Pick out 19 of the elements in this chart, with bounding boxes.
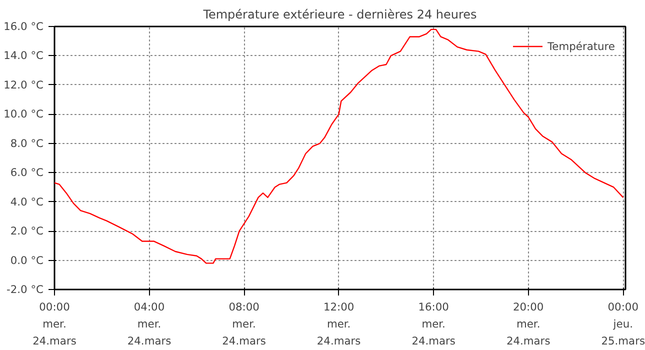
y-tick-label: 10.0 °C [4,108,44,121]
x-tick-label: 04:00 mer. 24.mars [127,300,172,348]
y-tick-label: 8.0 °C [10,136,44,150]
x-tick-label: 16:00 mer. 24.mars [412,300,456,348]
y-tick-label: 16.0 °C [4,20,44,33]
x-tick-label: 20:00 mer. 24.mars [506,300,551,348]
legend-label: Température [547,40,615,52]
x-tick-label: 08:00 mer. 24.mars [222,300,266,348]
y-tick-label: 6.0 °C [10,166,44,180]
y-tick-label: -2.0 °C [6,283,44,296]
y-tick-label: 4.0 °C [10,195,44,208]
x-tick-label: 00:00 mer. 24.mars [32,300,77,348]
x-tick-label: 00:00 jeu. 25.mars [601,300,645,348]
chart-title: Température extérieure - dernières 24 heures [202,8,477,22]
x-tick-label: 12:00 mer. 24.mars [316,300,362,348]
y-tick-label: 14.0 °C [4,49,44,62]
y-tick-label: 12.0 °C [4,78,44,92]
y-tick-label: 0.0 °C [10,254,44,267]
y-tick-label: 2.0 °C [10,224,44,238]
